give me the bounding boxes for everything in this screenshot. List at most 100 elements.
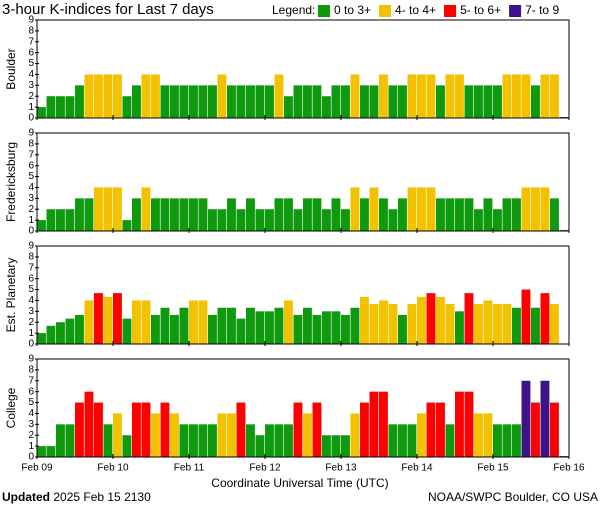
bar [407, 74, 417, 118]
bar [322, 311, 331, 344]
bar [369, 187, 379, 231]
bar [455, 198, 464, 231]
bar [360, 85, 369, 118]
bar [65, 424, 75, 457]
bar [502, 424, 512, 457]
bar [255, 85, 265, 118]
bar [493, 209, 502, 231]
y-tick-label: 6 [28, 386, 34, 397]
bar [483, 85, 493, 118]
bar [303, 85, 312, 118]
bar [227, 198, 236, 231]
bar [322, 96, 331, 118]
y-axis-label: Boulder [4, 48, 18, 89]
bar [132, 402, 141, 457]
bar [236, 85, 246, 118]
updated-value: 2025 Feb 15 2130 [53, 490, 151, 504]
bar [445, 74, 455, 118]
bar [246, 198, 255, 231]
y-tick-label: 0 [28, 113, 34, 124]
bar [208, 314, 217, 344]
bar [426, 74, 436, 118]
bar [46, 209, 56, 231]
credit: NOAA/SWPC Boulder, CO USA [428, 490, 598, 504]
bar [75, 85, 84, 118]
bar [293, 209, 303, 231]
bar [170, 198, 179, 231]
bar [303, 413, 312, 457]
bar [312, 198, 322, 231]
y-tick-label: 1 [28, 328, 34, 339]
bar [170, 413, 179, 457]
bar [426, 293, 436, 344]
bar [94, 187, 103, 231]
bar [103, 74, 113, 118]
bar [37, 446, 46, 457]
bar [398, 198, 407, 231]
bar [407, 187, 417, 231]
y-tick-label: 3 [28, 193, 34, 204]
bar [46, 325, 56, 344]
bar [179, 424, 189, 457]
bar [198, 300, 208, 344]
bar [265, 85, 274, 118]
bar [65, 209, 75, 231]
bar [417, 74, 426, 118]
bar [246, 85, 255, 118]
bar [322, 209, 331, 231]
bar [122, 220, 132, 231]
legend-entry: 5- to 6+ [460, 3, 501, 17]
bar [75, 402, 84, 457]
bar [502, 74, 512, 118]
bar [445, 304, 455, 344]
bar [141, 300, 151, 344]
bar [293, 85, 303, 118]
bar [350, 307, 360, 344]
bar [122, 318, 132, 344]
bar [369, 85, 379, 118]
bar [331, 435, 341, 457]
legend-swatch [318, 5, 330, 17]
y-tick-label: 8 [28, 26, 34, 37]
y-tick-label: 5 [28, 58, 34, 69]
y-tick-label: 7 [28, 149, 34, 160]
bar [550, 74, 559, 118]
bar [388, 85, 398, 118]
y-tick-label: 6 [28, 160, 34, 171]
bar [464, 391, 474, 457]
bar [37, 333, 46, 344]
y-axis-label: Fredericksburg [4, 142, 18, 222]
bar [303, 198, 312, 231]
bar [179, 198, 189, 231]
y-tick-label: 3 [28, 306, 34, 317]
bar [217, 307, 227, 344]
bar [341, 209, 350, 231]
bar [75, 198, 84, 231]
bar [46, 96, 56, 118]
bar [274, 198, 284, 231]
bar [417, 413, 426, 457]
bar [255, 209, 265, 231]
bar [379, 74, 388, 118]
y-tick-label: 2 [28, 91, 34, 102]
bar [56, 209, 65, 231]
bar [550, 304, 559, 344]
legend-swatch [444, 5, 457, 17]
bar [379, 300, 388, 344]
bar [113, 413, 122, 457]
bar [94, 402, 103, 457]
updated-label: Updated [2, 490, 50, 504]
bar [170, 85, 179, 118]
bar [94, 74, 103, 118]
bar [122, 435, 132, 457]
legend-label: Legend: [272, 3, 315, 17]
y-tick-label: 6 [28, 273, 34, 284]
bar [208, 424, 217, 457]
bar [398, 424, 407, 457]
bar [37, 107, 46, 118]
bar [331, 85, 341, 118]
bar [407, 424, 417, 457]
bar [255, 435, 265, 457]
bar [84, 74, 94, 118]
